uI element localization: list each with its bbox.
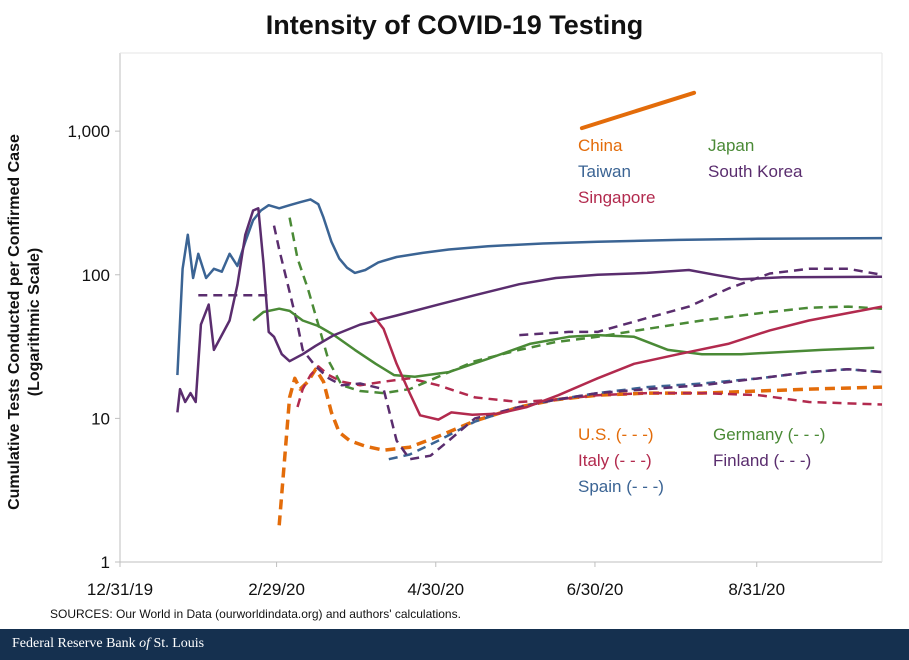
- x-tick-label: 12/31/19: [87, 580, 153, 599]
- footer-suffix: St. Louis: [150, 636, 205, 651]
- series-line-taiwan: [176, 198, 883, 376]
- series-line-south-korea: [176, 207, 883, 413]
- series-line-singapore: [369, 305, 883, 421]
- legend-label-china: China: [578, 136, 623, 155]
- series-line-segment: [519, 267, 883, 337]
- y-tick-label: 10: [91, 409, 110, 428]
- source-note: SOURCES: Our World in Data (ourworldinda…: [50, 607, 461, 621]
- line-chart: 1 10 100 1,000 12/31/19 2/29/20 4/30/20 6/30/20…: [67, 52, 883, 599]
- y-tick-label: 100: [82, 266, 110, 285]
- legend-label-finland: Finland (- - -): [713, 451, 811, 470]
- y-tick-label: 1,000: [67, 122, 110, 141]
- chart-title: Intensity of COVID-19 Testing: [265, 10, 644, 40]
- legend-label-south-korea: South Korea: [708, 162, 803, 181]
- series-line-finland: [272, 225, 883, 461]
- x-tick-label: 8/31/20: [728, 580, 785, 599]
- legend-label-japan: Japan: [708, 136, 754, 155]
- x-tick-label: 6/30/20: [567, 580, 624, 599]
- series-line-china: [579, 90, 697, 131]
- legend-label-singapore: Singapore: [578, 188, 656, 207]
- y-tick-label: 1: [101, 553, 110, 572]
- legend-label-spain: Spain (- - -): [578, 477, 664, 496]
- footer-bar: Federal Reserve Bank of St. Louis: [0, 629, 909, 660]
- legend-label-u-s: U.S. (- - -): [578, 425, 654, 444]
- x-tick-label: 2/29/20: [248, 580, 305, 599]
- series-line-italy: [296, 365, 883, 408]
- legend-label-taiwan: Taiwan: [578, 162, 631, 181]
- series-line-u-s: [277, 367, 883, 526]
- legend-label-italy: Italy (- - -): [578, 451, 652, 470]
- footer-italic: of: [139, 636, 151, 651]
- footer-text: Federal Reserve Bank of St. Louis: [12, 636, 204, 652]
- x-tick-label: 4/30/20: [407, 580, 464, 599]
- series-line-spain: [388, 367, 883, 461]
- legend-label-germany: Germany (- - -): [713, 425, 825, 444]
- footer-prefix: Federal Reserve Bank: [12, 636, 140, 651]
- series-line-japan: [252, 307, 875, 378]
